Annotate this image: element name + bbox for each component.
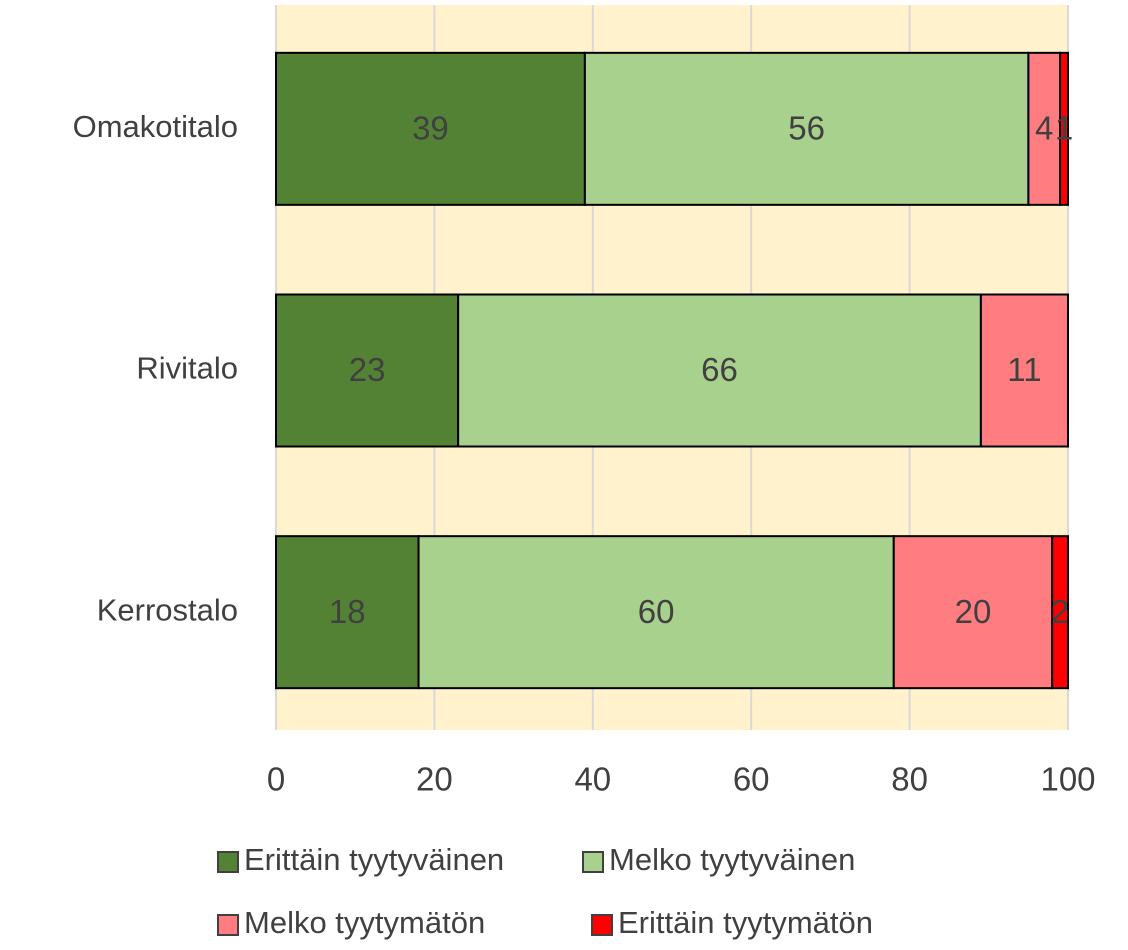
bar-segment (1051, 535, 1070, 690)
category-label: Rivitalo (136, 351, 238, 386)
x-tick-label: 80 (891, 761, 928, 798)
data-label: 2 (1051, 593, 1069, 630)
bar-segment (1059, 51, 1069, 206)
bar-segment (979, 293, 1070, 448)
data-label: 60 (638, 593, 675, 630)
x-tick-label: 20 (416, 761, 453, 798)
bar-segment (583, 51, 1030, 206)
legend-label: Erittäin tyytyväinen (244, 842, 504, 877)
bar-segment (892, 535, 1054, 690)
data-label: 39 (412, 110, 449, 147)
legend-swatch (582, 851, 604, 873)
data-label: 11 (1007, 351, 1041, 388)
category-label: Omakotitalo (73, 109, 238, 144)
category-label: Kerrostalo (97, 592, 238, 627)
legend-label: Melko tyytyväinen (609, 842, 855, 877)
x-tick-label: 40 (574, 761, 611, 798)
legend-swatch (591, 914, 613, 936)
bar-segment (275, 293, 460, 448)
legend-label: Melko tyytymätön (244, 905, 485, 940)
data-label: 1 (1055, 110, 1073, 147)
bar-segment (1027, 51, 1062, 206)
bar-segment (275, 535, 420, 690)
data-label: 4 (1035, 110, 1053, 147)
data-label: 20 (955, 593, 992, 630)
x-tick-label: 60 (733, 761, 770, 798)
legend-swatch (217, 914, 239, 936)
x-tick-label: 0 (267, 761, 285, 798)
legend-swatch (217, 851, 239, 873)
data-label: 56 (788, 110, 825, 147)
data-label: 18 (329, 593, 366, 630)
bar-segment (417, 535, 895, 690)
x-tick-label: 100 (1040, 761, 1095, 798)
data-label: 66 (701, 351, 738, 388)
legend-label: Erittäin tyytymätön (618, 905, 873, 940)
bar-segment (457, 293, 982, 448)
data-label: 23 (349, 351, 386, 388)
